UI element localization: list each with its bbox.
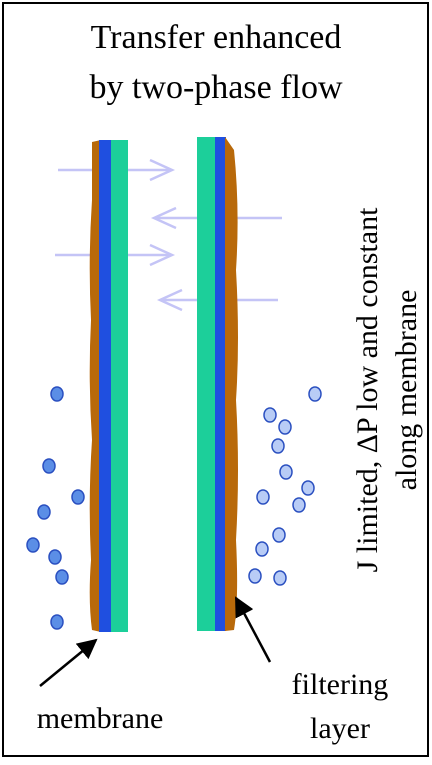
left-bubbles: [26, 386, 85, 630]
right-bubbles: [248, 386, 322, 586]
side-text: J limited, ΔP low and constant: [351, 207, 384, 572]
title-line: Transfer enhanced: [91, 19, 342, 56]
title-line: by two-phase flow: [89, 69, 343, 106]
side-text: along membrane: [390, 290, 423, 491]
right-membrane: [197, 137, 238, 631]
pointer-arrow: [234, 596, 272, 663]
label: membrane: [37, 702, 164, 735]
label: layer: [310, 712, 370, 745]
label: filtering: [292, 668, 389, 701]
pointer-arrow: [39, 638, 98, 687]
left-membrane: [89, 140, 128, 632]
